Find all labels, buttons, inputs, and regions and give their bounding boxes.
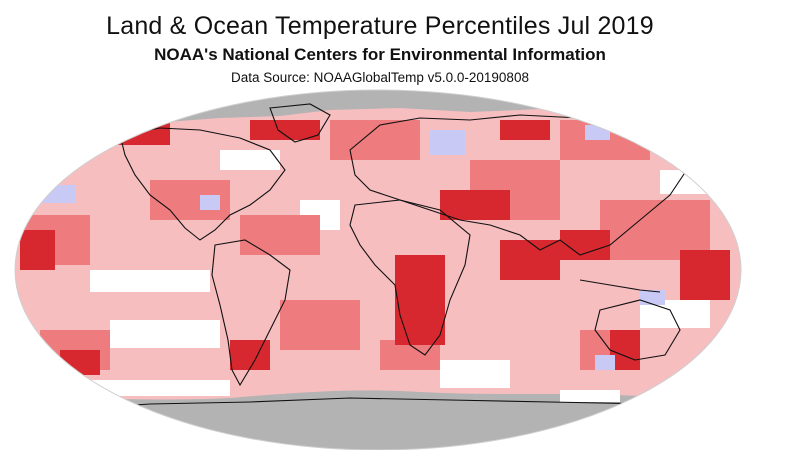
record-warmest-zone bbox=[500, 120, 550, 140]
record-warmest-zone bbox=[395, 255, 445, 345]
australia-outline bbox=[594, 299, 681, 361]
record-warmest-zone bbox=[560, 230, 610, 260]
cooler-zone bbox=[430, 130, 465, 155]
near-average-zone bbox=[90, 270, 210, 292]
much-warmer-zone bbox=[240, 215, 320, 255]
much-warmer-zone bbox=[280, 300, 360, 350]
much-warmer-zone bbox=[330, 120, 420, 160]
record-warmest-zone bbox=[680, 250, 730, 300]
cooler-zone bbox=[595, 355, 615, 370]
percentile-grid bbox=[15, 90, 741, 450]
south-america-outline bbox=[211, 239, 291, 387]
africa-outline bbox=[349, 199, 471, 356]
cooler-zone bbox=[200, 195, 220, 210]
near-average-zone bbox=[440, 360, 510, 388]
near-average-zone bbox=[110, 320, 220, 348]
near-average-zone bbox=[220, 150, 280, 170]
cooler-zone bbox=[585, 125, 610, 140]
record-warmest-zone bbox=[250, 120, 320, 140]
record-warmest-zone bbox=[500, 240, 560, 280]
map-title: Land & Ocean Temperature Percentiles Jul… bbox=[106, 12, 654, 40]
map-subtitle: NOAA's National Centers for Environmenta… bbox=[154, 45, 606, 64]
greenland-outline bbox=[269, 103, 331, 143]
coastlines bbox=[59, 103, 741, 411]
indonesia-outline bbox=[579, 279, 661, 293]
near-average-zone bbox=[80, 380, 230, 396]
data-source-label: Data Source: NOAAGlobalTemp v5.0.0-20190… bbox=[231, 70, 529, 85]
record-warmest-zone bbox=[230, 340, 270, 370]
record-warmest-zone bbox=[20, 230, 55, 270]
near-average-zone bbox=[560, 390, 620, 402]
cooler-zone bbox=[640, 290, 665, 305]
globe-outline bbox=[14, 89, 742, 450]
europe-asia-outline bbox=[349, 114, 691, 256]
record-warmest-zone bbox=[110, 120, 170, 145]
north-america-outline bbox=[119, 127, 286, 241]
cooler-zone bbox=[40, 185, 75, 203]
record-warmest-zone bbox=[440, 190, 510, 220]
